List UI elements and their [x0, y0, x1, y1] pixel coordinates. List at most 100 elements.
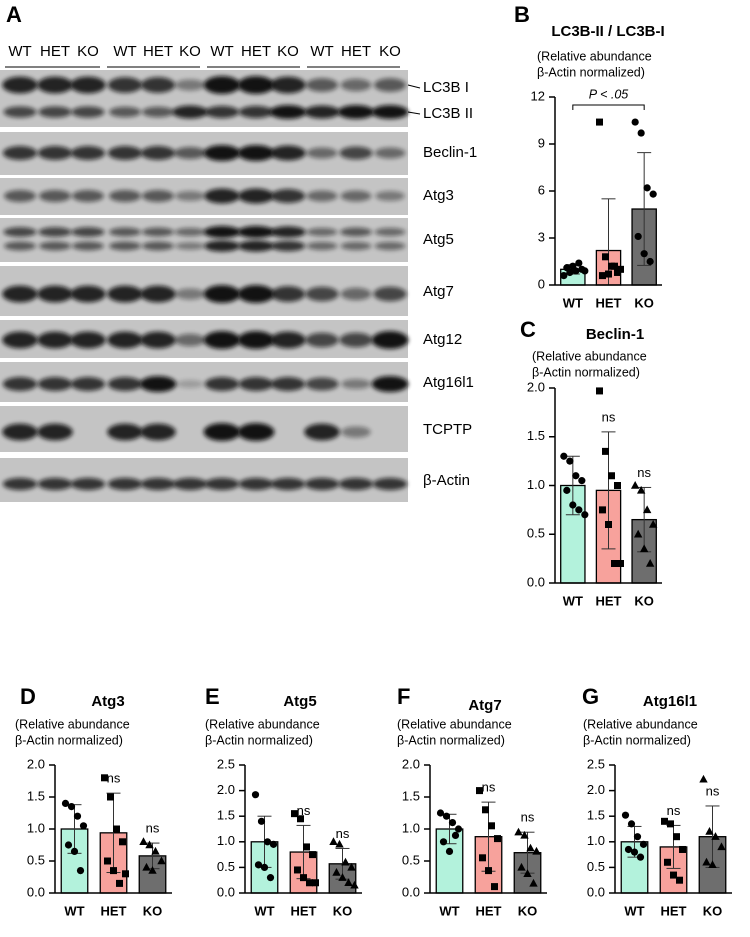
blot-band — [70, 377, 106, 391]
blot-band — [237, 285, 275, 303]
data-point — [266, 874, 275, 882]
y-tick-label: 2.0 — [587, 782, 605, 797]
blot-band — [203, 331, 241, 349]
blot-band — [109, 106, 141, 118]
data-point — [520, 830, 529, 839]
data-point — [639, 840, 648, 848]
blot-band — [305, 332, 339, 348]
y-tick-label: 1.5 — [217, 808, 235, 823]
data-point — [157, 856, 166, 865]
y-tick-label: 1.0 — [402, 820, 420, 835]
x-tick-label: KO — [634, 295, 654, 310]
significance-label: ns — [336, 826, 350, 841]
blot-band — [374, 147, 406, 159]
y-tick-label: 1.0 — [587, 833, 605, 848]
blot-band — [203, 226, 241, 238]
blot-band — [238, 477, 274, 491]
data-point — [291, 810, 298, 818]
x-tick-label: HET — [596, 593, 622, 608]
data-point — [667, 820, 674, 828]
x-tick-label: WT — [563, 295, 583, 310]
chart-subtitle: β-Actin normalized) — [397, 733, 505, 747]
data-point — [479, 854, 486, 862]
y-tick-label: 3 — [538, 229, 545, 244]
blot-band — [71, 227, 105, 237]
y-tick-label: 9 — [538, 135, 545, 150]
data-point — [76, 867, 85, 875]
blot-band — [237, 331, 275, 349]
blot-strip — [0, 458, 408, 502]
blot-band — [37, 423, 73, 441]
blot-band — [306, 227, 338, 237]
blot-band — [107, 331, 143, 349]
blot-band — [176, 379, 204, 389]
blot-band — [237, 76, 275, 94]
blot-band — [203, 285, 241, 303]
blot-band — [203, 145, 241, 161]
data-point — [148, 866, 157, 874]
data-point — [329, 837, 338, 845]
y-tick-label: 0 — [538, 276, 545, 291]
blot-band — [306, 190, 338, 202]
protein-label: Atg3 — [423, 187, 454, 204]
data-point — [670, 871, 677, 879]
x-tick-label: WT — [439, 903, 459, 918]
data-point — [523, 869, 532, 877]
blot-band — [374, 241, 406, 251]
y-tick-label: 0.0 — [527, 574, 545, 589]
y-tick-label: 1.5 — [27, 788, 45, 803]
chart-subtitle: β-Actin normalized) — [205, 733, 313, 747]
y-tick-label: 1.0 — [27, 820, 45, 835]
blot-band — [338, 477, 374, 491]
blot-band — [270, 189, 306, 203]
blot-band — [140, 77, 176, 93]
y-tick-label: 2.0 — [527, 379, 545, 394]
data-point — [702, 857, 711, 866]
data-point — [640, 250, 648, 258]
blot-band — [340, 190, 372, 202]
blot-band — [37, 146, 73, 160]
data-point — [581, 511, 589, 519]
data-point — [676, 876, 683, 884]
data-point — [621, 811, 630, 819]
x-tick-label: WT — [624, 903, 644, 918]
data-point — [297, 815, 304, 823]
data-point — [637, 129, 645, 137]
data-point — [664, 858, 671, 866]
lane-label: HET — [143, 43, 173, 60]
blot-band — [2, 76, 38, 94]
data-point — [350, 880, 359, 889]
panel-letter: D — [20, 684, 36, 709]
blot-band — [71, 106, 105, 118]
blot-band — [107, 146, 143, 160]
protein-label: LC3B II — [423, 105, 473, 122]
data-point — [639, 544, 649, 553]
lane-label: WT — [113, 43, 136, 60]
x-tick-label: HET — [661, 903, 687, 918]
y-tick-label: 0.0 — [217, 884, 235, 899]
data-point — [645, 559, 655, 567]
data-point — [451, 831, 460, 840]
data-point — [605, 521, 612, 528]
data-point — [642, 505, 652, 514]
blot-band — [237, 226, 275, 238]
data-point — [617, 560, 624, 567]
data-point — [560, 452, 568, 460]
y-tick-label: 0.5 — [27, 852, 45, 867]
data-point — [107, 793, 114, 801]
x-tick-label: KO — [518, 903, 538, 918]
data-point — [566, 457, 574, 465]
blot-band — [305, 377, 339, 391]
blot-band — [238, 188, 274, 204]
blot-band — [39, 241, 71, 251]
chart-subtitle: (Relative abundance — [583, 717, 698, 731]
blot-band — [175, 288, 205, 300]
data-point — [575, 259, 583, 267]
blot-band — [109, 190, 141, 202]
protein-label: Atg12 — [423, 331, 462, 348]
y-tick-label: 1.5 — [402, 788, 420, 803]
chart-subtitle: β-Actin normalized) — [532, 365, 640, 379]
data-point — [344, 878, 353, 886]
data-point — [251, 791, 260, 799]
blot-band — [174, 333, 206, 347]
